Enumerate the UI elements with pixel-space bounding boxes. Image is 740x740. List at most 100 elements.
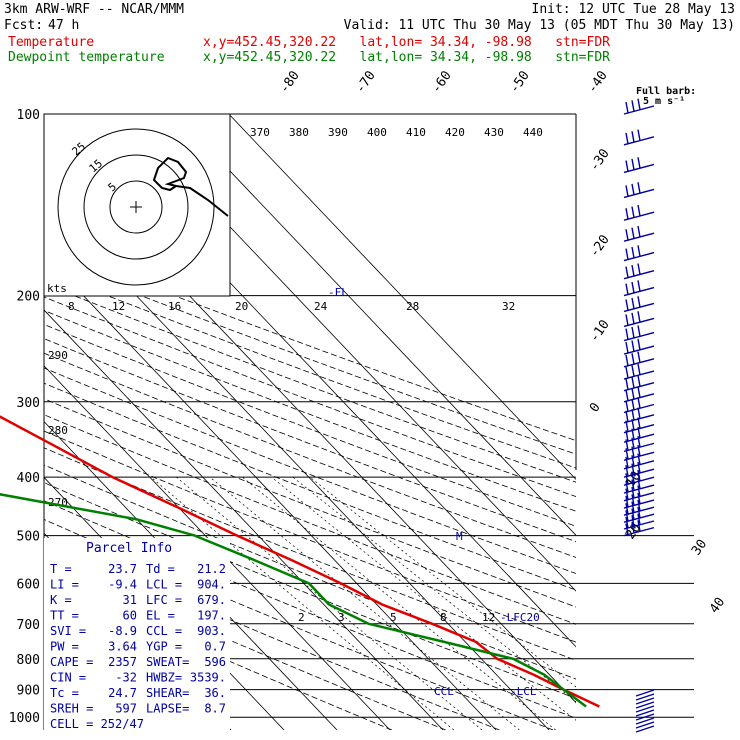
mixing-ratio-label: 2	[298, 611, 305, 624]
storm-cell-motion: CELL = 252/47	[50, 717, 144, 731]
wind-barb-low	[635, 693, 655, 701]
wind-barb	[623, 98, 655, 115]
theta-label: 430	[484, 126, 504, 139]
wind-barb-low	[635, 689, 655, 697]
parcel-param-value: 903.	[197, 624, 226, 638]
wind-scale-value: 5 m s⁻¹	[643, 96, 685, 107]
wind-barb	[623, 520, 655, 537]
dewpoint-legend: Dewpoint temperature	[8, 50, 165, 65]
mixing-ratio-label: 8	[68, 300, 75, 313]
wind-barb	[623, 225, 655, 242]
parcel-param-name: TT =	[50, 609, 79, 623]
parcel-param-value: 2357	[108, 655, 137, 669]
wind-barb	[623, 280, 655, 297]
dry-adiabat	[44, 257, 576, 455]
mixing-ratio-label: 16	[168, 300, 181, 313]
theta-label: 380	[289, 126, 309, 139]
parcel-param-value: 31	[123, 593, 137, 607]
mixing-ratio-line	[242, 476, 556, 730]
init-time: Init: 12 UTC Tue 28 May 13	[531, 2, 736, 17]
wind-barb	[623, 245, 655, 262]
parcel-param-name: Td =	[146, 562, 175, 576]
wind-barb	[623, 129, 655, 146]
parcel-info-panel: Parcel Info T = 23.7 Td = 21.2 LI = -9.4 LCL =…	[44, 538, 230, 731]
mixing-ratio-label: 32	[502, 300, 515, 313]
wind-barb-low	[635, 705, 655, 713]
mixing-ratio-label: 24	[314, 300, 328, 313]
theta-side-label: 280	[48, 424, 68, 437]
model-title: 3km ARW-WRF -- NCAR/MMM	[4, 2, 185, 17]
mixing-ratio-line	[292, 476, 576, 703]
skewed-temp-label: -10	[587, 317, 613, 345]
pressure-tick-label: 300	[17, 396, 40, 411]
wind-barb-low	[635, 717, 655, 725]
dry-adiabat	[44, 367, 576, 574]
parcel-param-name: CIN =	[50, 671, 86, 685]
wind-barb-low	[635, 713, 655, 721]
parcel-param-value: 679.	[197, 593, 226, 607]
mixing-ratio-label: 28	[406, 300, 419, 313]
mixing-ratio-label: 12	[112, 300, 125, 313]
theta-label: 410	[406, 126, 426, 139]
forecast-label: Fcst:	[4, 18, 44, 33]
dry-adiabat	[44, 464, 576, 680]
mixing-ratio-line	[271, 476, 576, 721]
parcel-param-value: 597	[115, 702, 137, 716]
mixing-ratio-line	[309, 476, 576, 688]
skewed-temp-label: 30	[689, 537, 710, 558]
parcel-param-name: LI =	[50, 578, 79, 592]
mixing-ratio-label: 20	[235, 300, 248, 313]
parcel-param-name: Tc =	[50, 686, 79, 700]
skewed-temp-label: -40	[585, 68, 611, 96]
mixing-ratio-label: 12	[482, 611, 495, 624]
parcel-param-name: CAPE =	[50, 655, 93, 669]
dry-adiabat	[44, 382, 576, 591]
theta-label: 400	[367, 126, 387, 139]
parcel-param-name: EL =	[146, 609, 175, 623]
parcel-param-name: SREH =	[50, 702, 93, 716]
pressure-tick-label: 700	[17, 618, 40, 633]
parcel-param-value: 3.64	[108, 640, 137, 654]
isotherm	[44, 365, 391, 730]
level-marker: M	[456, 530, 463, 543]
wind-barb	[623, 397, 655, 414]
parcel-param-name: CCL =	[146, 624, 182, 638]
skewed-temp-label: -50	[507, 68, 533, 96]
parcel-param-value: 8.7	[204, 702, 226, 716]
dry-adiabat	[44, 283, 576, 483]
hodograph-units: kts	[47, 282, 67, 295]
wind-barb-low	[635, 701, 655, 709]
wind-barb	[623, 426, 655, 443]
skewed-temp-label: -20	[587, 232, 613, 260]
parcel-param-name: SHEAR=	[146, 686, 189, 700]
wind-barb	[623, 338, 655, 355]
parcel-title: Parcel Info	[86, 541, 172, 556]
parcel-param-value: 197.	[197, 609, 226, 623]
parcel-param-name: LCL =	[146, 578, 182, 592]
parcel-param-name: YGP =	[146, 640, 182, 654]
level-marker: -FL	[328, 286, 348, 299]
skewed-temp-label: -30	[587, 146, 613, 174]
skewed-temp-label: -60	[429, 68, 455, 96]
level-marker: CCL	[434, 685, 454, 698]
mixing-ratio-line	[176, 476, 483, 730]
wind-barb-low	[635, 697, 655, 705]
mixing-ratio-label: 5	[390, 611, 397, 624]
skewed-temp-label: -80	[277, 68, 303, 96]
wind-barb	[623, 204, 655, 221]
parcel-param-value: 3539.	[190, 671, 226, 685]
parcel-param-value: -8.9	[108, 624, 137, 638]
skewed-temp-label: -70	[353, 68, 379, 96]
pressure-tick-label: 600	[17, 577, 40, 592]
wind-barb	[623, 182, 655, 199]
wind-barb-low	[635, 721, 655, 729]
wind-barb	[623, 386, 655, 403]
dry-adiabat	[44, 447, 576, 661]
parcel-param-value: 21.2	[197, 562, 226, 576]
parcel-param-value: 36.	[204, 686, 226, 700]
wind-barb	[623, 311, 655, 328]
wind-barb	[623, 375, 655, 392]
dewpoint-trace	[0, 493, 587, 708]
parcel-param-value: 0.7	[204, 640, 226, 654]
